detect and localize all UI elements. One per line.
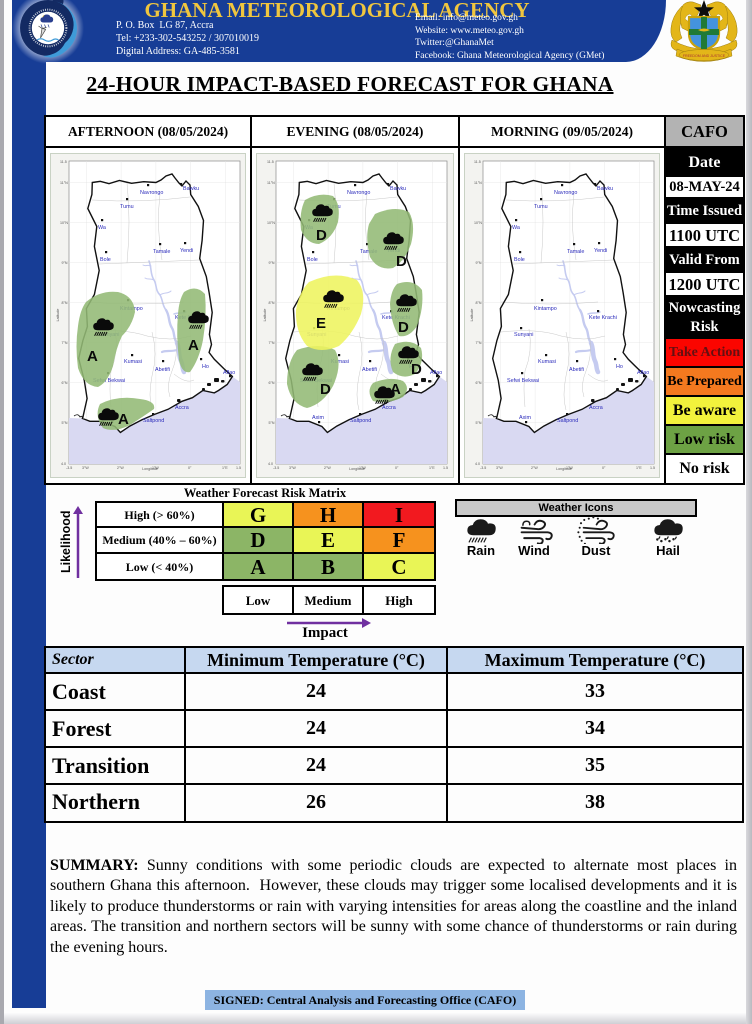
svg-text:FREEDOM AND JUSTICE: FREEDOM AND JUSTICE xyxy=(683,54,726,58)
svg-text:A: A xyxy=(118,411,129,428)
svg-text:A: A xyxy=(188,337,199,354)
svg-text:D: D xyxy=(320,381,331,398)
svg-text:D: D xyxy=(398,319,409,336)
svg-text:D: D xyxy=(396,253,407,270)
svg-text:D: D xyxy=(411,361,422,378)
svg-text:D: D xyxy=(316,227,327,244)
svg-text:E: E xyxy=(316,315,326,332)
svg-text:A: A xyxy=(87,348,98,365)
svg-text:A: A xyxy=(390,381,401,398)
